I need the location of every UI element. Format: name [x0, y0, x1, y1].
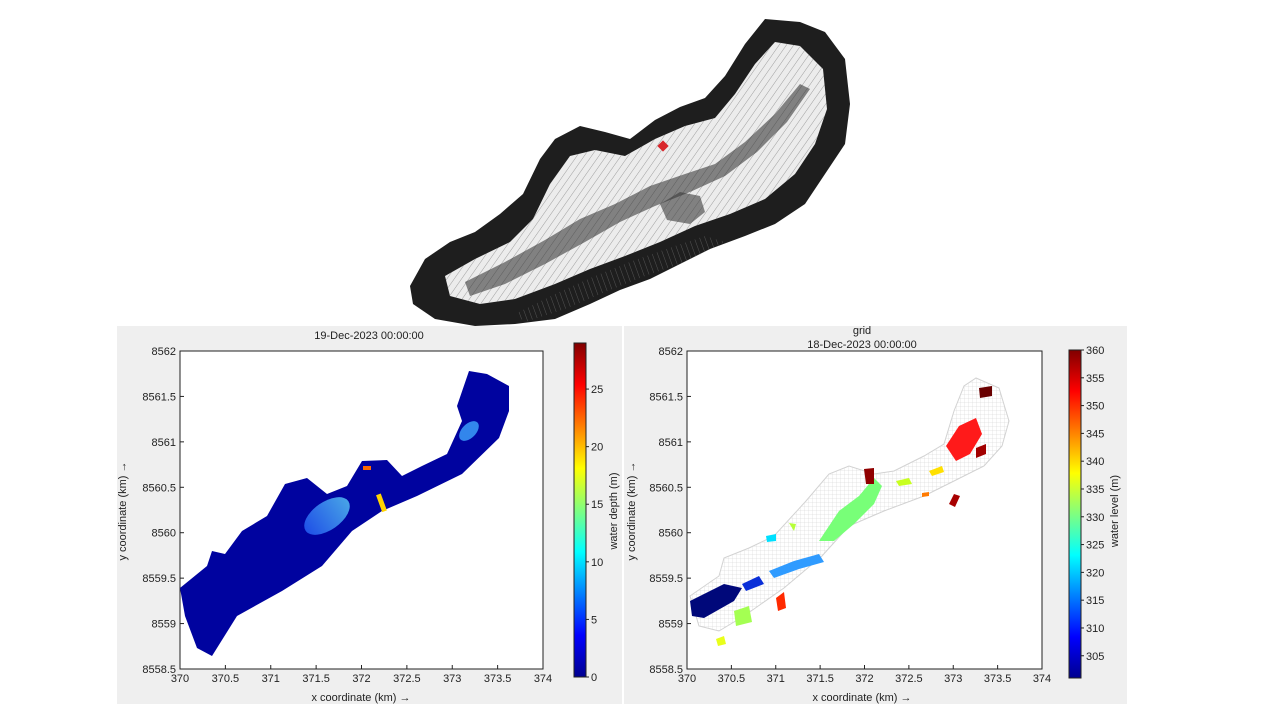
y-tick-label: 8561	[152, 437, 176, 449]
water-level-patch	[766, 534, 776, 542]
colorbar-tick-label: 350	[1086, 401, 1104, 413]
y-tick-label: 8558.5	[142, 664, 176, 676]
mesh-contour-figure	[410, 19, 850, 326]
depth-highlight	[304, 497, 350, 535]
x-tick-label: 371	[767, 673, 785, 685]
x-axis-label: x coordinate (km) →	[812, 692, 911, 704]
colorbar-tick-label: 355	[1086, 373, 1104, 385]
water-level-panel: grid 18-Dec-2023 00:00:00 370 370.5 371 371…	[624, 326, 1127, 704]
y-tick-label: 8559.5	[649, 573, 683, 585]
mesh-inner-hatch	[445, 42, 827, 304]
chart-title: grid	[853, 326, 871, 337]
colorbar-tick-label: 345	[1086, 428, 1104, 440]
colorbar-tick-label: 315	[1086, 595, 1104, 607]
water-level-patch	[949, 494, 960, 507]
colorbar-tick-label: 335	[1086, 484, 1104, 496]
y-tick-label: 8559	[659, 619, 683, 631]
x-tick-label: 371	[262, 673, 280, 685]
y-tick-label: 8560	[659, 528, 683, 540]
water-level-patch	[716, 636, 726, 646]
x-axis-label: x coordinate (km) →	[311, 692, 410, 704]
colorbar-tick-label: 320	[1086, 567, 1104, 579]
x-tick-label: 370.5	[718, 673, 746, 685]
mesh-island	[660, 192, 705, 224]
colorbar-tick-labels: 305 310 315 320 325 330 335 340 345 350 355 360	[1081, 345, 1104, 663]
water-level-patch	[776, 592, 786, 611]
x-tick-label: 373	[944, 673, 962, 685]
colorbar-tick-label: 10	[591, 557, 603, 569]
y-tick-label: 8560.5	[142, 482, 176, 494]
colorbar-tick-label: 15	[591, 499, 603, 511]
water-level-field	[689, 377, 1010, 646]
x-tick-label: 370	[171, 673, 189, 685]
y-tick-labels: 8558.5 8559 8559.5 8560 8560.5 8561 8561.5 8562	[649, 346, 691, 676]
colorbar-tick-label: 5	[591, 614, 597, 626]
colorbar-tick-label: 340	[1086, 456, 1104, 468]
y-axis-label: y coordinate (km) →	[117, 461, 129, 560]
colorbar-tick-label: 360	[1086, 345, 1104, 357]
water-level-patch	[769, 554, 824, 578]
chart-title: 19-Dec-2023 00:00:00	[314, 330, 423, 342]
water-level-patch	[896, 478, 912, 486]
water-level-patch	[789, 523, 796, 531]
colorbar-label: water depth (m)	[608, 472, 620, 550]
x-tick-label: 371.5	[806, 673, 834, 685]
colorbar-tick-label: 310	[1086, 623, 1104, 635]
mesh-channel	[465, 84, 810, 296]
x-tick-label: 374	[1033, 673, 1051, 685]
x-tick-labels: 370 370.5 371 371.5 372 372.5 373 373.5 374	[171, 665, 552, 685]
y-tick-label: 8560.5	[649, 482, 683, 494]
colorbar	[573, 342, 587, 678]
y-tick-labels: 8558.5 8559 8559.5 8560 8560.5 8561 8561.5 8562	[142, 346, 184, 676]
water-level-patch	[922, 492, 929, 497]
x-tick-label: 372.5	[895, 673, 923, 685]
y-tick-label: 8559	[152, 619, 176, 631]
colorbar-tick-label: 20	[591, 442, 603, 454]
y-tick-label: 8561.5	[649, 391, 683, 403]
depth-highlight	[363, 466, 371, 470]
water-level-patch	[979, 386, 992, 398]
y-tick-label: 8562	[659, 346, 683, 358]
x-tick-label: 374	[534, 673, 552, 685]
water-level-patch	[976, 444, 986, 458]
colorbar-tick-label: 330	[1086, 512, 1104, 524]
x-tick-label: 371.5	[302, 673, 330, 685]
colorbar-tick-labels: 0 5 10 15 20 25	[586, 384, 603, 684]
colorbar-tick-label: 325	[1086, 540, 1104, 552]
depth-highlight	[376, 493, 387, 513]
water-level-patch	[819, 478, 882, 541]
depth-highlight	[459, 421, 479, 441]
x-tick-labels: 370 370.5 371 371.5 372 372.5 373 373.5 374	[678, 665, 1051, 685]
colorbar	[1068, 349, 1082, 679]
y-tick-label: 8561	[659, 437, 683, 449]
x-tick-label: 370.5	[212, 673, 240, 685]
chart-subtitle: 18-Dec-2023 00:00:00	[807, 339, 916, 351]
x-tick-label: 372.5	[393, 673, 421, 685]
y-tick-label: 8562	[152, 346, 176, 358]
colorbar-tick-label: 25	[591, 384, 603, 396]
y-tick-label: 8561.5	[142, 391, 176, 403]
x-tick-label: 373.5	[984, 673, 1012, 685]
y-tick-label: 8559.5	[142, 573, 176, 585]
water-level-patch	[929, 466, 944, 476]
x-tick-label: 373.5	[484, 673, 512, 685]
x-tick-label: 372	[352, 673, 370, 685]
colorbar-label: water level (m)	[1109, 475, 1121, 548]
water-level-patch	[946, 418, 982, 461]
water-level-patch	[690, 584, 742, 618]
water-level-patch	[734, 606, 752, 626]
mesh-bank	[515, 236, 725, 322]
water-level-patch	[864, 468, 874, 484]
water-depth-panel: 19-Dec-2023 00:00:00 370 370.5 371 371.5 372…	[117, 326, 622, 704]
x-tick-label: 373	[443, 673, 461, 685]
y-tick-label: 8560	[152, 528, 176, 540]
colorbar-tick-label: 0	[591, 672, 597, 684]
water-level-patch	[742, 576, 764, 591]
x-tick-label: 370	[678, 673, 696, 685]
y-tick-label: 8558.5	[649, 664, 683, 676]
y-axis-label: y coordinate (km) →	[626, 461, 638, 560]
x-tick-label: 372	[855, 673, 873, 685]
colorbar-tick-label: 305	[1086, 651, 1104, 663]
depth-field	[180, 371, 509, 656]
